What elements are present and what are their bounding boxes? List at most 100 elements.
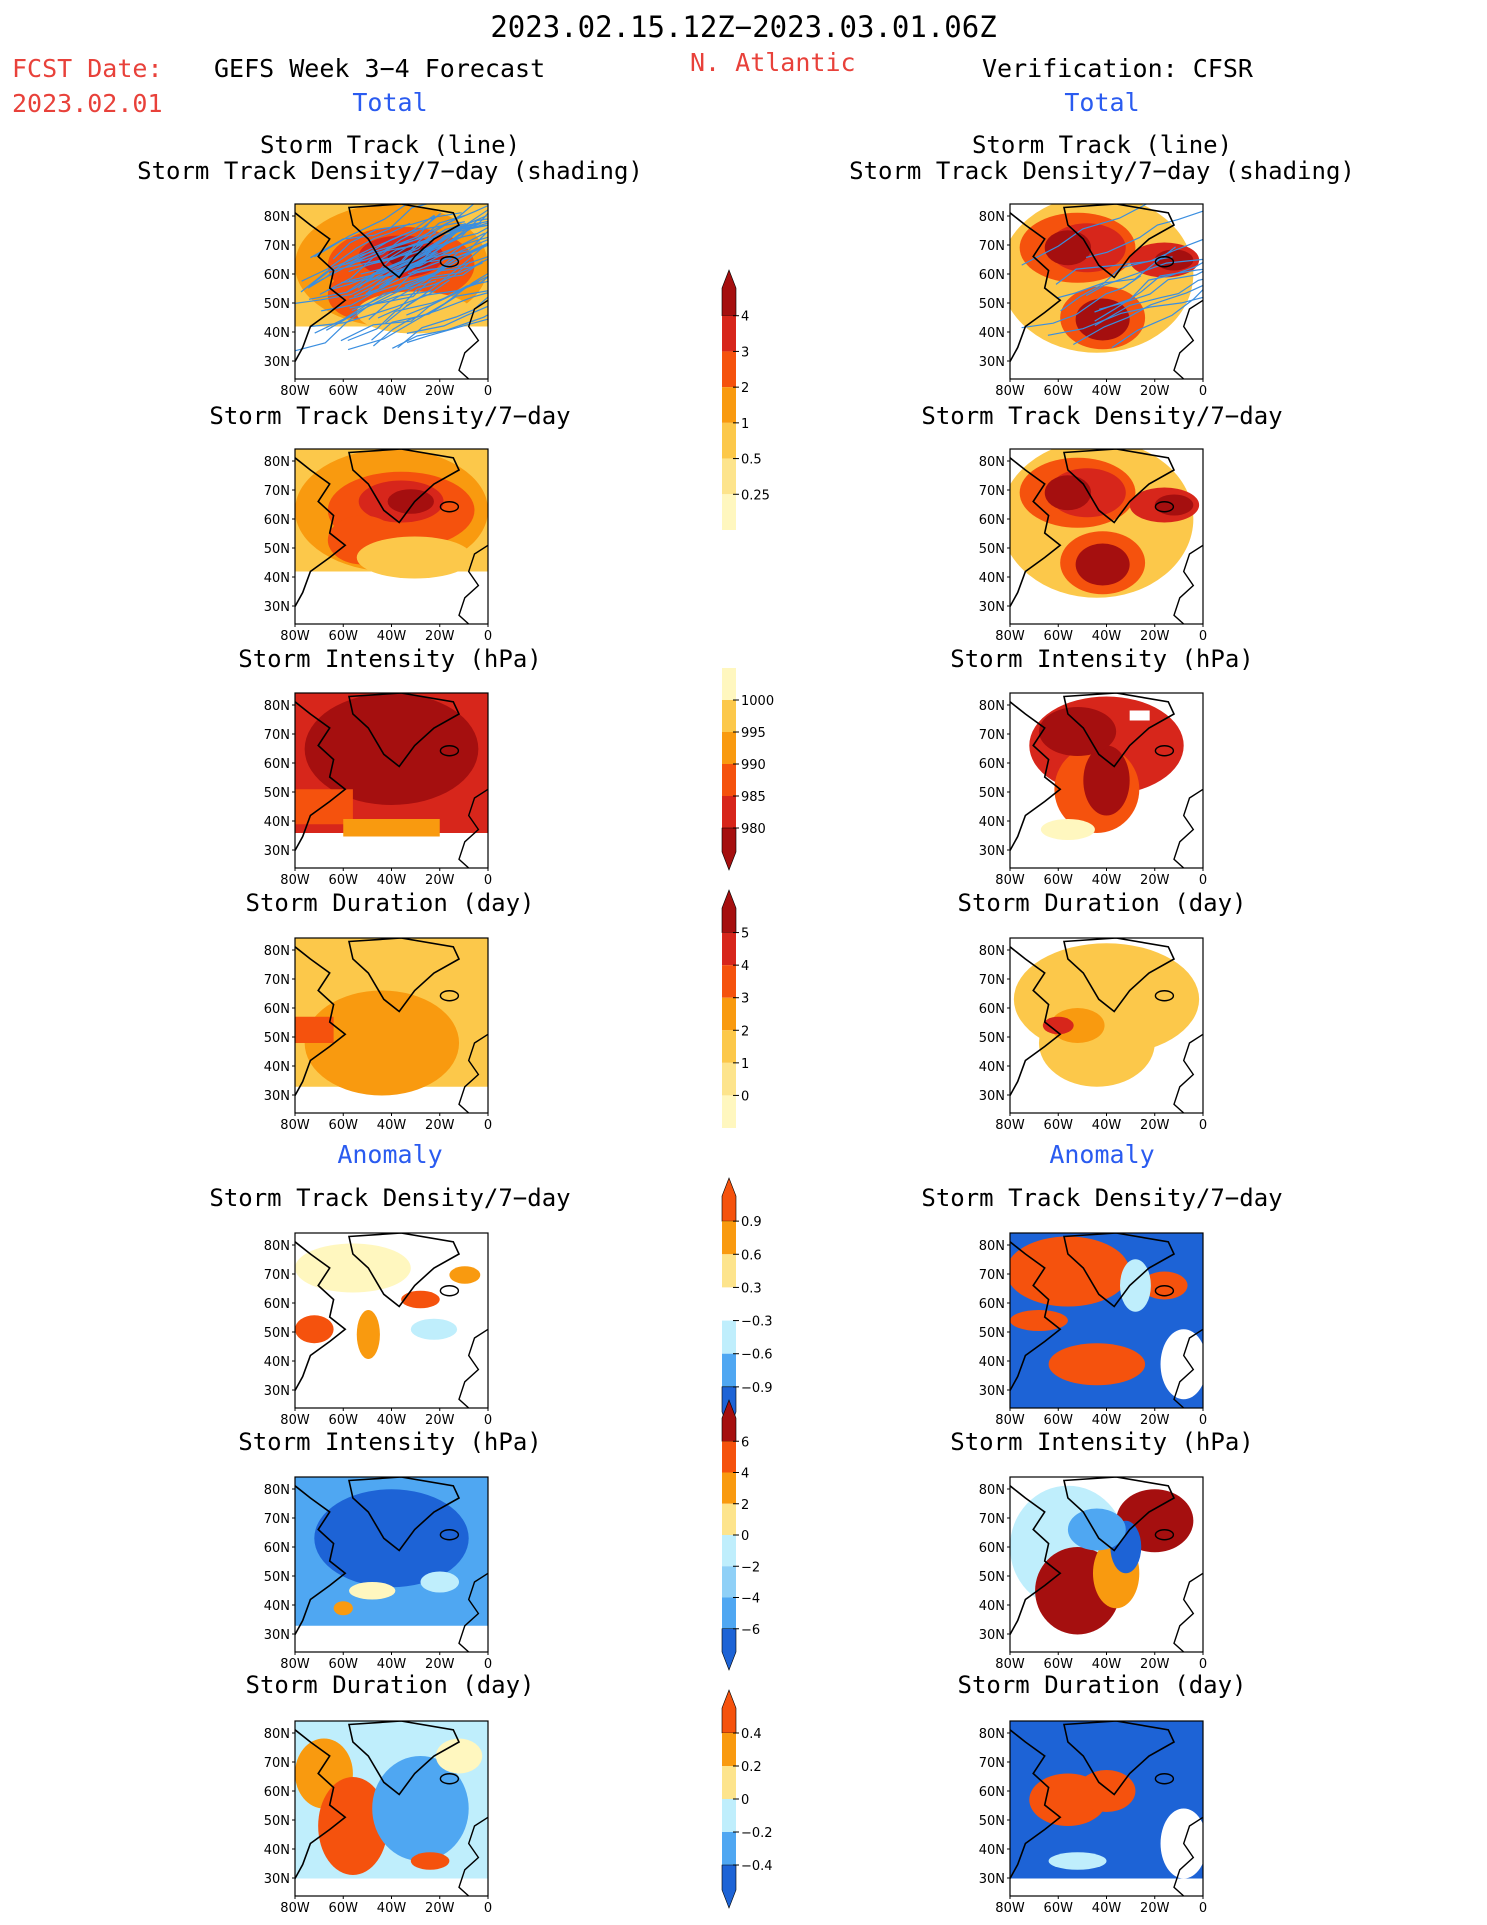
right-p1-title-line: Storm Track (line)	[971, 131, 1233, 159]
lat-tick-label: 70N	[264, 1268, 290, 1283]
lat-tick-label: 40N	[979, 815, 1005, 830]
lat-tick-label: 70N	[979, 1268, 1005, 1283]
lon-tick-label: 80W	[995, 1413, 1025, 1428]
right-p1-map: 80N 70N 60N 50N 40N 30N 80W 60W 40W 20W 0	[979, 203, 1207, 399]
lat-tick-label: 80N	[264, 944, 290, 959]
storm-track-line	[348, 222, 481, 273]
lat-tick-label: 40N	[264, 1060, 290, 1075]
storm-track-line	[1099, 270, 1203, 310]
lon-tick-label: 40W	[377, 384, 407, 399]
lat-tick-label: 30N	[979, 355, 1005, 370]
lon-tick-label: 0	[484, 1657, 492, 1672]
lon-tick-label: 60W	[1044, 629, 1074, 644]
lon-tick-label: 40W	[1092, 1901, 1122, 1916]
region-label: N. Atlantic	[690, 48, 856, 77]
storm-track-line	[368, 244, 488, 320]
lon-tick-label: 80W	[995, 1901, 1025, 1916]
storm-track-line	[295, 251, 432, 304]
storm-track-line	[314, 280, 437, 334]
right-p5-map: 80N 70N 60N 50N 40N 30N 80W 60W 40W 20W 0	[979, 1232, 1207, 1428]
lat-tick-label: 70N	[264, 239, 290, 254]
colorbar-label: 2	[741, 1024, 749, 1039]
lon-tick-label: 20W	[425, 1413, 455, 1428]
colorbar-label: 1	[741, 417, 749, 432]
storm-track-line	[407, 255, 488, 275]
lat-tick-label: 40N	[979, 1843, 1005, 1858]
storm-track-line	[1056, 246, 1176, 299]
lon-tick-label: 60W	[329, 629, 359, 644]
colorbar-label: 0.9	[741, 1215, 762, 1230]
lon-tick-label: 20W	[1140, 1118, 1170, 1133]
lon-tick-label: 0	[1199, 384, 1207, 399]
storm-track-line	[1111, 288, 1203, 349]
lat-tick-label: 40N	[264, 815, 290, 830]
lat-tick-label: 40N	[264, 1843, 290, 1858]
lat-tick-label: 60N	[264, 1785, 290, 1800]
lon-tick-label: 80W	[995, 629, 1025, 644]
lon-tick-label: 40W	[1092, 629, 1122, 644]
storm-track-line	[332, 212, 462, 260]
fcst-date-label: FCST Date:	[12, 54, 163, 83]
right-p7-title: Storm Duration (day)	[957, 1671, 1247, 1699]
storm-track-line	[1021, 204, 1148, 266]
colorbar-label: 0.2	[741, 1760, 762, 1775]
colorbar-label: 0.6	[741, 1248, 762, 1263]
lon-tick-label: 40W	[377, 1413, 407, 1428]
colorbar-label: 3	[741, 345, 749, 360]
right-total-header: Total	[1064, 88, 1140, 117]
colorbar-label: 3	[741, 992, 749, 1007]
lon-tick-label: 20W	[1140, 873, 1170, 888]
storm-track-line	[321, 251, 438, 312]
lon-tick-label: 20W	[425, 1901, 455, 1916]
lat-tick-label: 80N	[979, 944, 1005, 959]
lon-tick-label: 60W	[329, 1413, 359, 1428]
colorbar-label: −0.9	[741, 1381, 773, 1396]
colorbar-label: 5	[741, 927, 749, 942]
storm-track-line	[397, 238, 488, 291]
colorbar-label: 4	[741, 959, 749, 974]
left-total-header: Total	[352, 88, 428, 117]
lat-tick-label: 70N	[979, 239, 1005, 254]
lon-tick-label: 40W	[377, 873, 407, 888]
lon-tick-label: 20W	[425, 384, 455, 399]
lon-tick-label: 60W	[1044, 1657, 1074, 1672]
storm-track-line	[377, 261, 471, 319]
lat-tick-label: 80N	[264, 1239, 290, 1254]
lat-tick-label: 40N	[264, 1355, 290, 1370]
colorbar-label: −0.6	[741, 1348, 773, 1363]
lat-tick-label: 30N	[264, 1384, 290, 1399]
right-p2-title: Storm Track Density/7−day	[921, 402, 1283, 430]
left-anomaly-header: Anomaly	[337, 1140, 443, 1169]
lon-tick-label: 60W	[329, 1118, 359, 1133]
lon-tick-label: 40W	[1092, 873, 1122, 888]
colorbar-label: −0.2	[741, 1826, 773, 1841]
colorbar-duration-anomaly: 0.4 0.2 0 −0.2 −0.4	[721, 1689, 773, 1909]
colorbar-label: 0.5	[741, 453, 762, 468]
lat-tick-label: 70N	[264, 484, 290, 499]
lat-tick-label: 50N	[264, 297, 290, 312]
lat-tick-label: 70N	[264, 973, 290, 988]
lon-tick-label: 20W	[425, 1657, 455, 1672]
fcst-date-value: 2023.02.01	[12, 89, 163, 118]
lat-tick-label: 40N	[979, 571, 1005, 586]
lat-tick-label: 50N	[264, 786, 290, 801]
colorbar-label: 0.25	[741, 488, 770, 503]
lat-tick-label: 80N	[264, 699, 290, 714]
colorbar-label: 4	[741, 310, 749, 325]
right-p3-title: Storm Intensity (hPa)	[950, 645, 1254, 673]
storm-track-line	[1094, 261, 1203, 313]
lon-tick-label: 60W	[1044, 1118, 1074, 1133]
lon-tick-label: 60W	[1044, 873, 1074, 888]
lat-tick-label: 80N	[979, 1483, 1005, 1498]
colorbar-label: −0.3	[741, 1315, 773, 1330]
colorbar-label: 995	[741, 726, 766, 741]
right-p6-map: 80N 70N 60N 50N 40N 30N 80W 60W 40W 20W 0	[979, 1476, 1207, 1672]
colorbar-label: 0	[741, 1089, 749, 1104]
lat-tick-label: 60N	[979, 1297, 1005, 1312]
left-p5-map: 80N 70N 60N 50N 40N 30N 80W 60W 40W 20W 0	[264, 1232, 492, 1428]
colorbar-density-anomaly: 0.9 0.6 0.3 −0.3 −0.6 −0.9	[721, 1177, 773, 1431]
lat-tick-label: 50N	[979, 542, 1005, 557]
storm-track-line	[1055, 238, 1203, 285]
lon-tick-label: 60W	[329, 873, 359, 888]
lat-tick-label: 50N	[264, 1570, 290, 1585]
